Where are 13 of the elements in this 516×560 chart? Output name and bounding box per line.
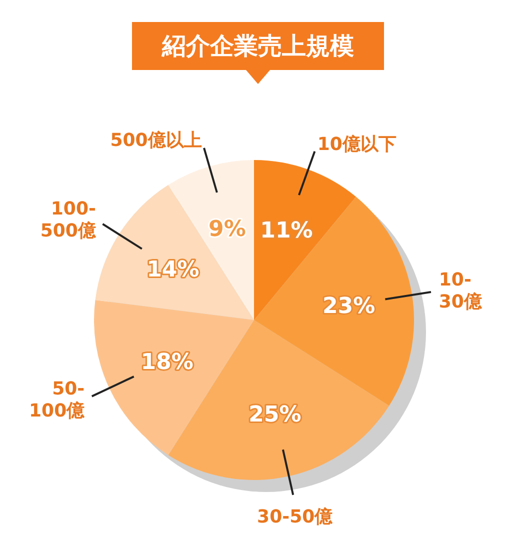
- data-label: 25%: [248, 402, 302, 428]
- data-label: 9%: [208, 216, 246, 242]
- slice-label: 10-30億: [438, 270, 483, 313]
- slice-label: 100-500億: [40, 198, 97, 242]
- slice-label: 30-50億: [257, 506, 334, 528]
- slice-label: 10億以下: [317, 134, 396, 155]
- data-label: 14%: [146, 258, 200, 283]
- data-label: 23%: [322, 294, 376, 319]
- slice-label: 500億以上: [110, 130, 202, 152]
- data-label: 11%: [260, 218, 313, 244]
- slice-label: 50-100億: [29, 378, 86, 422]
- data-label: 18%: [140, 350, 194, 375]
- chart-title: 紹介企業売上規模: [161, 32, 354, 60]
